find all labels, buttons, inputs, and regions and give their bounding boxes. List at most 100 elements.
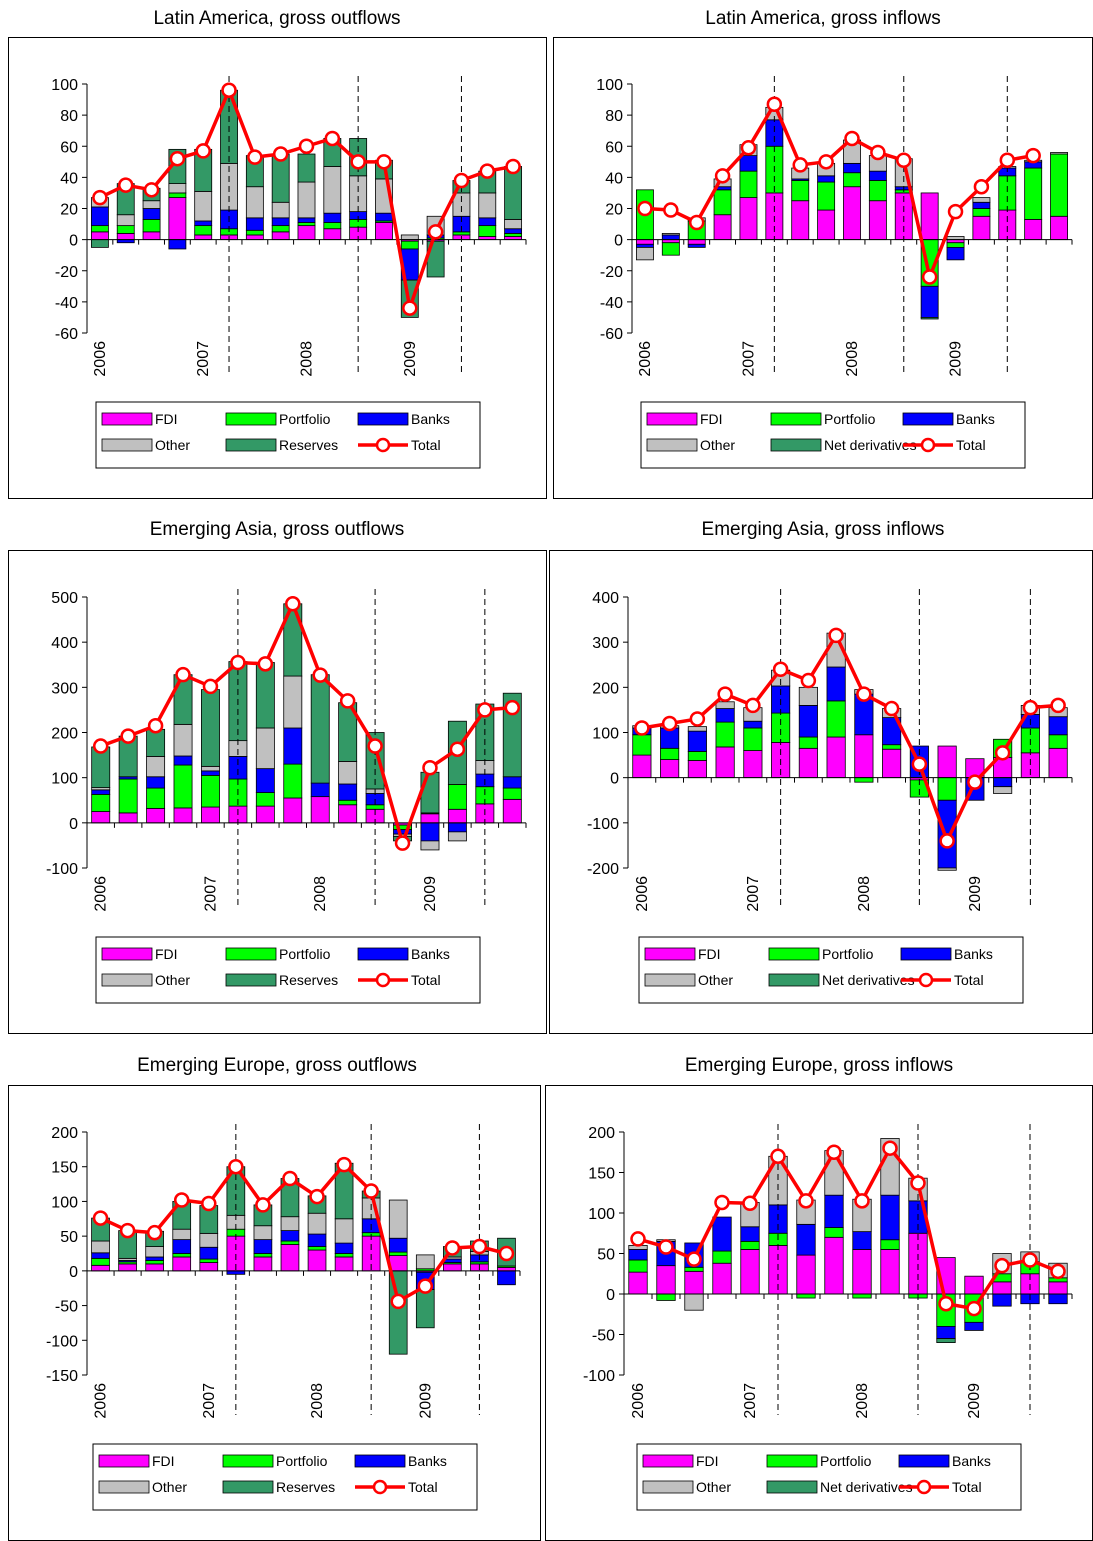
total-marker [339,693,356,709]
total-marker [994,745,1011,761]
y-tick-label: -100 [583,1368,615,1385]
bar-segment-banks [661,234,680,241]
total-line [644,102,1034,279]
total-marker [947,203,964,220]
bar-segment-portfolio [632,734,652,756]
bar-segment-fdi [713,214,732,241]
legend-banks-label: Banks [411,411,450,427]
y-tick-label: 60 [605,139,623,156]
x-year-label: 2006 [637,341,654,377]
y-tick-label: 200 [51,726,78,743]
bar-segment-portfolio [798,736,818,749]
legend-portfolio-label: Portfolio [822,946,874,962]
x-year-label: 2007 [201,1383,218,1419]
legend-banks-label: Banks [956,411,995,427]
total-marker [938,1295,954,1312]
y-tick-label: 20 [60,202,78,219]
bar-segment-banks [194,220,213,227]
total-marker [921,269,938,285]
total-marker [973,178,990,195]
legend-total-label: Total [956,437,986,453]
bar-segment-fdi [964,1275,984,1295]
bar-segment-banks [687,730,707,752]
legend-fdi-swatch [644,947,696,961]
legend-other-label: Other [700,437,735,453]
bar-segment-portfolio [255,792,275,807]
y-tick-label: -100 [46,861,78,878]
chart-title: Emerging Asia, gross outflows [149,519,405,540]
y-tick-label: -60 [55,326,78,343]
y-tick-label: 400 [51,635,78,652]
bar-segment-fdi [826,736,846,779]
bar-segment-fdi [656,1265,676,1295]
legend-banks-swatch [354,1454,406,1468]
total-marker [856,686,872,702]
y-tick-label: 100 [51,1194,78,1211]
bar-segment-banks [868,170,887,181]
x-year-label: 2006 [634,876,651,912]
bar-segment-portfolio [388,1251,408,1256]
total-marker [230,654,246,671]
bar-segment-other [245,186,264,219]
y-tick-label: -100 [46,1333,78,1350]
legend-fdi-label: FDI [700,411,723,427]
legend-total-label: Total [411,972,441,988]
bar-segment-reserves [90,239,109,248]
x-year-label: 2008 [299,341,316,377]
x-year-label: 2008 [312,876,329,912]
total-marker [298,138,315,154]
bar-segment-banks [765,119,784,147]
legend-other-label: Other [696,1479,731,1495]
legend-box [636,1443,1022,1511]
bar-segment-fdi [743,750,763,779]
legend-other-swatch [98,1480,150,1494]
legend-fdi-label: FDI [698,946,721,962]
y-tick-label: 200 [51,1125,78,1142]
bar-segment-fdi [194,234,213,241]
y-tick-label: 0 [69,1264,78,1281]
total-marker [882,1140,898,1156]
bar-segment-fdi [334,1256,354,1272]
legend-banks-swatch [357,412,409,426]
bar-segment-fdi [687,760,707,779]
bar-segment-portfolio [145,1260,164,1265]
bar-segment-banks [245,217,264,231]
bar-segment-portfolio [194,225,213,236]
y-tick-label: -50 [55,1299,78,1316]
legend-total-label: Total [954,972,984,988]
bar-segment-fdi [145,1263,164,1272]
chart-panel-asia-outflows: -100 0 100 200 300 400 500 2006 2007 2008 2009 FDI P… [8,550,547,1034]
total-marker [870,144,886,161]
bar-segment-portfolio [142,218,161,233]
bar-segment-other [715,701,735,709]
x-year-label: 2008 [844,341,861,377]
x-year-label: 2006 [92,341,109,377]
legend-fdi-swatch [646,412,698,426]
bar-segment-banks [253,1239,273,1254]
bar-segment-portfolio [843,172,861,188]
legend-banks-swatch [898,1454,950,1468]
legend-reserves-label: Reserves [279,972,338,988]
total-marker [92,738,109,754]
bar-segment-fdi [1048,1281,1068,1295]
legend-net-derivatives-swatch [770,438,822,452]
total-marker [477,702,493,718]
bar-segment-portfolio [687,751,707,761]
bar-segment-banks [964,1321,984,1331]
bar-segment-portfolio [91,793,111,812]
bar-segment-other [504,218,523,230]
legend-fdi-label: FDI [155,411,178,427]
bar-segment-other [334,1218,354,1244]
total-marker [717,686,733,702]
total-marker [772,661,789,678]
bar-segment-banks [628,1249,648,1261]
legend-other-label: Other [155,972,190,988]
bar-segment-portfolio [852,1293,872,1299]
y-tick-label: 400 [592,590,619,607]
bar-segment-other [91,1240,110,1254]
bar-segment-fdi [142,231,161,241]
legend-box [640,401,1026,469]
bar-segment-fdi [739,197,758,241]
total-marker [309,1188,325,1205]
bar-segment-fdi [796,1254,816,1295]
